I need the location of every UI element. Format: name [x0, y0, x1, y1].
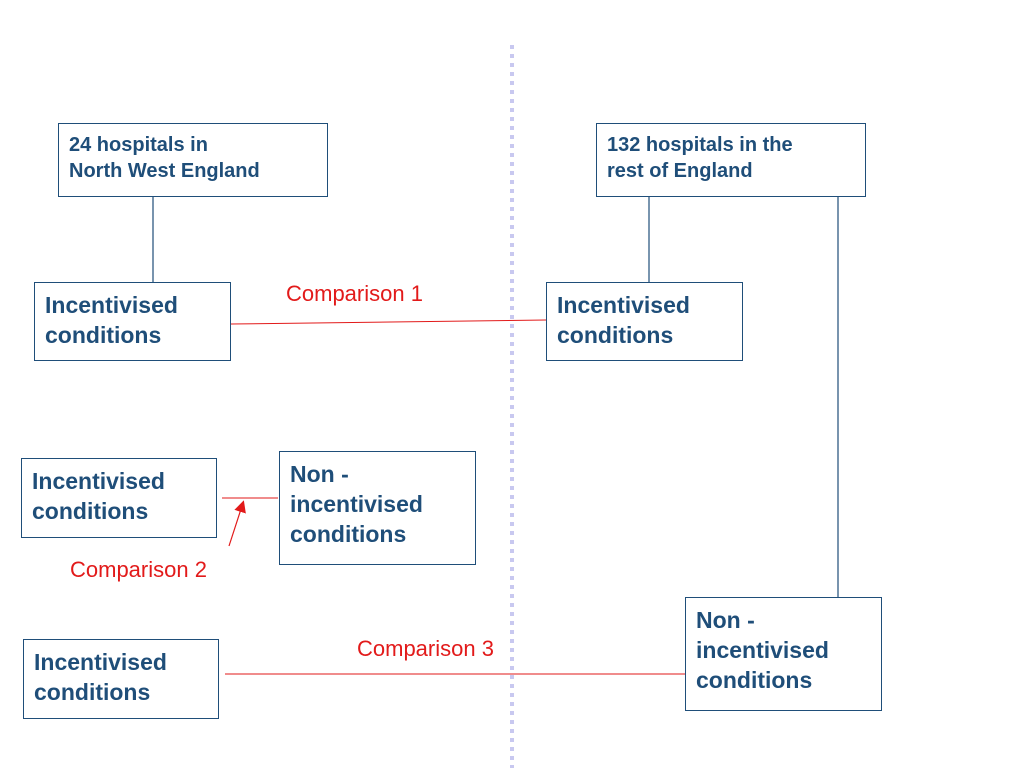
comparison-3-label: Comparison 3: [357, 636, 494, 661]
rest-incentivised-text: Incentivised conditions: [557, 292, 690, 348]
rest-incentivised-box: Incentivised conditions: [546, 282, 743, 361]
nw-incentivised-box-3: Incentivised conditions: [23, 639, 219, 719]
nw-hospitals-box: 24 hospitals in North West England: [58, 123, 328, 197]
rest-hospitals-box: 132 hospitals in the rest of England: [596, 123, 866, 197]
comparison-1-line: [230, 319, 547, 325]
rest-non-incentivised-text: Non - incentivised conditions: [696, 607, 829, 693]
comparison-2-label: Comparison 2: [70, 557, 207, 582]
nw-incentivised-text-1: Incentivised conditions: [45, 292, 178, 348]
nw-non-incentivised-box: Non - incentivised conditions: [279, 451, 476, 565]
nw-non-incentivised-text: Non - incentivised conditions: [290, 461, 423, 547]
comparison-1-label: Comparison 1: [286, 281, 423, 306]
nw-incentivised-text-3: Incentivised conditions: [34, 649, 167, 705]
nw-incentivised-box-2: Incentivised conditions: [21, 458, 217, 538]
nw-hospitals-text: 24 hospitals in North West England: [69, 134, 260, 182]
nw-incentivised-text-2: Incentivised conditions: [32, 468, 165, 524]
rest-non-incentivised-box: Non - incentivised conditions: [685, 597, 882, 711]
comparison-2-arrow: [228, 500, 246, 547]
nw-incentivised-box-1: Incentivised conditions: [34, 282, 231, 361]
rest-hospitals-text: 132 hospitals in the rest of England: [607, 134, 793, 182]
